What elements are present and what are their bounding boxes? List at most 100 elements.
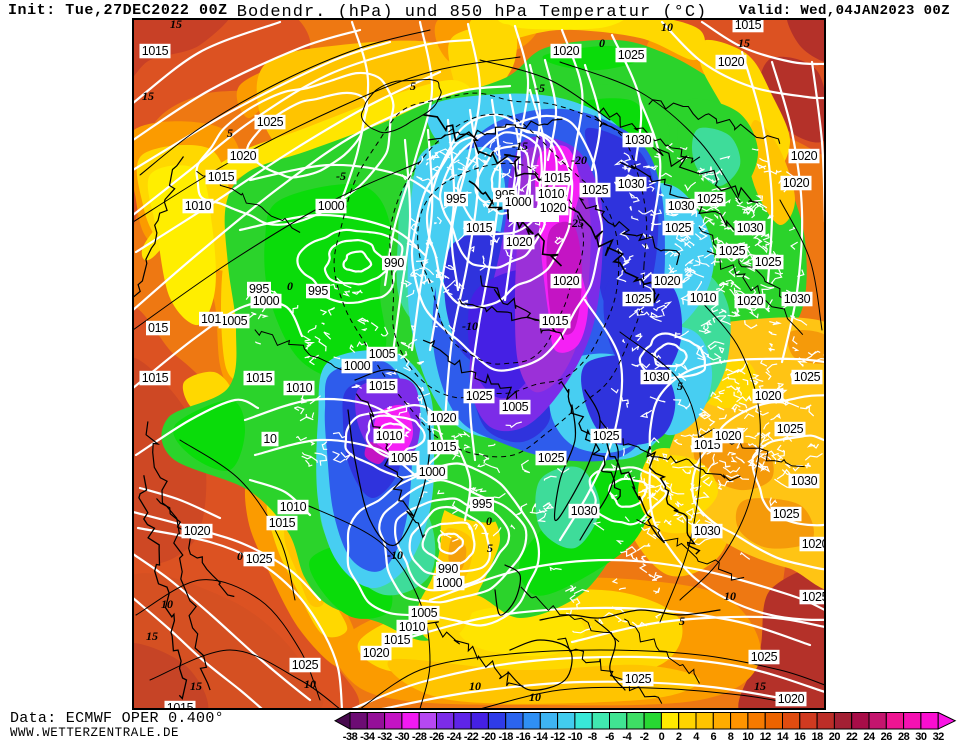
svg-text:Bodendr. (hPa) und 850 hPa Tem: Bodendr. (hPa) und 850 hPa Temperatur (°… [237,3,707,22]
svg-text:Data: ECMWF OPER 0.400°: Data: ECMWF OPER 0.400° [10,710,224,727]
svg-text:-5: -5 [535,81,545,95]
svg-text:-38: -38 [343,731,358,741]
svg-text:-26: -26 [429,731,444,741]
svg-text:1025: 1025 [773,507,800,521]
svg-text:5: 5 [227,126,233,140]
svg-text:1010: 1010 [286,381,313,395]
svg-text:0: 0 [486,514,492,528]
svg-text:1015: 1015 [167,701,194,715]
svg-text:1005: 1005 [391,451,418,465]
svg-text:1025: 1025 [665,221,692,235]
svg-text:10: 10 [304,677,316,691]
svg-text:14: 14 [777,731,790,741]
svg-text:15: 15 [142,89,154,103]
svg-text:5: 5 [677,379,683,393]
svg-text:5: 5 [487,541,493,555]
svg-text:1000: 1000 [253,294,280,308]
svg-text:1025: 1025 [625,292,652,306]
svg-text:-34: -34 [360,731,376,741]
svg-text:1030: 1030 [643,370,670,384]
svg-text:-14: -14 [533,731,549,741]
svg-text:1025: 1025 [719,244,746,258]
svg-text:-4: -4 [622,731,632,741]
svg-text:10: 10 [529,690,541,704]
svg-text:1010: 1010 [280,500,307,514]
svg-text:0: 0 [659,731,665,741]
svg-text:1015: 1015 [430,440,457,454]
svg-text:30: 30 [915,731,927,741]
svg-text:-16: -16 [516,731,531,741]
svg-text:1005: 1005 [369,347,396,361]
svg-text:1020: 1020 [540,201,567,215]
svg-text:0: 0 [237,549,243,563]
svg-text:1025: 1025 [618,48,645,62]
svg-text:15: 15 [170,17,182,31]
svg-text:26: 26 [881,731,893,741]
svg-text:1030: 1030 [618,177,645,191]
svg-text:015: 015 [148,321,168,335]
svg-text:1025: 1025 [257,115,284,129]
svg-text:1025: 1025 [582,183,609,197]
svg-text:-2: -2 [640,731,649,741]
svg-text:5: 5 [679,614,685,628]
svg-text:101: 101 [201,312,221,326]
svg-text:1020: 1020 [506,235,533,249]
svg-text:1020: 1020 [718,55,745,69]
svg-text:15: 15 [754,679,766,693]
svg-text:-18: -18 [498,731,513,741]
svg-text:6: 6 [710,731,716,741]
svg-text:1020: 1020 [553,274,580,288]
svg-text:1020: 1020 [430,411,457,425]
svg-text:10: 10 [161,597,173,611]
svg-text:1005: 1005 [411,606,438,620]
svg-text:15: 15 [738,36,750,50]
svg-text:1010: 1010 [376,429,403,443]
svg-text:1030: 1030 [791,474,818,488]
svg-text:1020: 1020 [778,692,805,706]
svg-text:10: 10 [742,731,754,741]
svg-text:-20: -20 [481,731,496,741]
svg-text:1020: 1020 [737,294,764,308]
svg-text:1015: 1015 [142,44,169,58]
svg-text:995: 995 [472,497,492,511]
svg-text:-8: -8 [588,731,597,741]
svg-text:1025: 1025 [538,451,565,465]
svg-text:18: 18 [811,731,823,741]
svg-text:-10: -10 [462,319,478,333]
svg-text:16: 16 [794,731,806,741]
svg-text:1015: 1015 [542,314,569,328]
svg-text:1000: 1000 [436,576,463,590]
svg-text:1030: 1030 [668,199,695,213]
svg-text:28: 28 [898,731,910,741]
svg-text:-20: -20 [571,153,587,167]
svg-text:12: 12 [760,731,772,741]
svg-text:1025: 1025 [593,429,620,443]
svg-text:1000: 1000 [419,465,446,479]
svg-text:1025: 1025 [755,255,782,269]
svg-text:1025: 1025 [246,552,273,566]
svg-text:-15: -15 [512,139,528,153]
svg-text:1015: 1015 [269,516,296,530]
svg-text:1015: 1015 [544,171,571,185]
svg-text:1010: 1010 [690,291,717,305]
svg-text:-10: -10 [387,548,403,562]
svg-text:1015: 1015 [246,371,273,385]
svg-text:-24: -24 [447,731,463,741]
svg-text:1020: 1020 [654,274,681,288]
svg-text:-28: -28 [412,731,427,741]
svg-text:10: 10 [469,679,481,693]
svg-text:1015: 1015 [208,170,235,184]
svg-text:1015: 1015 [735,18,762,32]
svg-text:1010: 1010 [538,187,565,201]
svg-text:1000: 1000 [318,199,345,213]
svg-text:WWW.WETTERZENTRALE.DE: WWW.WETTERZENTRALE.DE [10,726,179,740]
svg-text:1025: 1025 [751,650,778,664]
svg-text:1015: 1015 [466,221,493,235]
svg-text:995: 995 [446,192,466,206]
svg-text:1010: 1010 [185,199,212,213]
svg-text:8: 8 [728,731,734,741]
svg-text:2: 2 [676,731,682,741]
svg-text:15: 15 [146,629,158,643]
svg-text:10: 10 [724,589,736,603]
svg-text:1025: 1025 [802,590,829,604]
